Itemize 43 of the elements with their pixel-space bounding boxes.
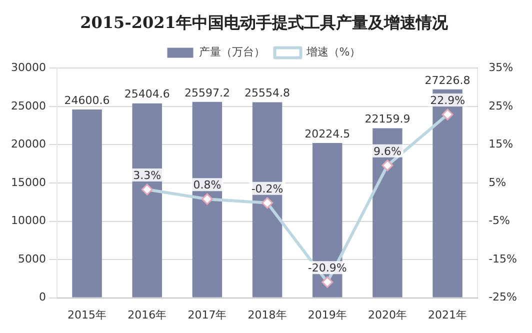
y-tick-label: 5000: [18, 252, 46, 266]
data-label: 27226.8: [424, 74, 470, 87]
y2-tick-label: -15%: [488, 252, 518, 266]
data-label: 25597.2: [184, 86, 230, 100]
x-tick-label: 2017年: [188, 308, 227, 322]
data-label: 20224.5: [304, 127, 350, 140]
y-tick-label: 25000: [10, 99, 46, 112]
y2-tick-label: 15%: [488, 138, 514, 151]
data-label: -20.9%: [308, 261, 347, 274]
x-tick-label: 2016年: [128, 308, 167, 322]
data-label: 24600.6: [64, 94, 110, 107]
y-tick-label: 15000: [10, 176, 46, 189]
chart-title: 2015-2021年中国电动手提式工具产量及增速情况: [80, 12, 449, 32]
data-label: 25404.6: [124, 88, 170, 101]
point: [141, 184, 153, 196]
x-tick-label: 2021年: [428, 308, 468, 322]
y-tick-label: 30000: [10, 61, 46, 74]
y-tick-label: 0: [38, 290, 46, 304]
data-label: -0.2%: [251, 182, 284, 196]
point: [442, 108, 454, 120]
data-label: 3.3%: [133, 168, 162, 182]
x-tick-label: 2019年: [308, 308, 347, 322]
y2-tick-label: 35%: [488, 61, 514, 74]
x-tick-label: 2018年: [248, 308, 287, 322]
y-tick-label: 10000: [10, 214, 46, 228]
y2-tick-label: -25%: [488, 290, 518, 304]
data-label: 22159.9: [364, 112, 410, 126]
x-tick-label: 2015年: [68, 308, 107, 322]
point: [322, 276, 334, 288]
legend-label: 增速（%）: [305, 46, 361, 59]
y2-tick-label: 5%: [488, 176, 506, 189]
data-label: 25554.8: [244, 86, 290, 100]
point: [262, 197, 274, 209]
x-tick-label: 2020年: [368, 308, 407, 322]
y2-tick-label: 25%: [488, 99, 514, 112]
data-label: 22.9%: [430, 94, 466, 107]
point: [201, 193, 213, 205]
y-tick-label: 20000: [10, 138, 46, 151]
data-label: 9.6%: [373, 144, 402, 158]
data-label: 0.8%: [193, 178, 222, 192]
legend-label: 产量（万台）: [198, 46, 265, 59]
y2-tick-label: -5%: [488, 214, 510, 228]
point: [382, 160, 394, 172]
